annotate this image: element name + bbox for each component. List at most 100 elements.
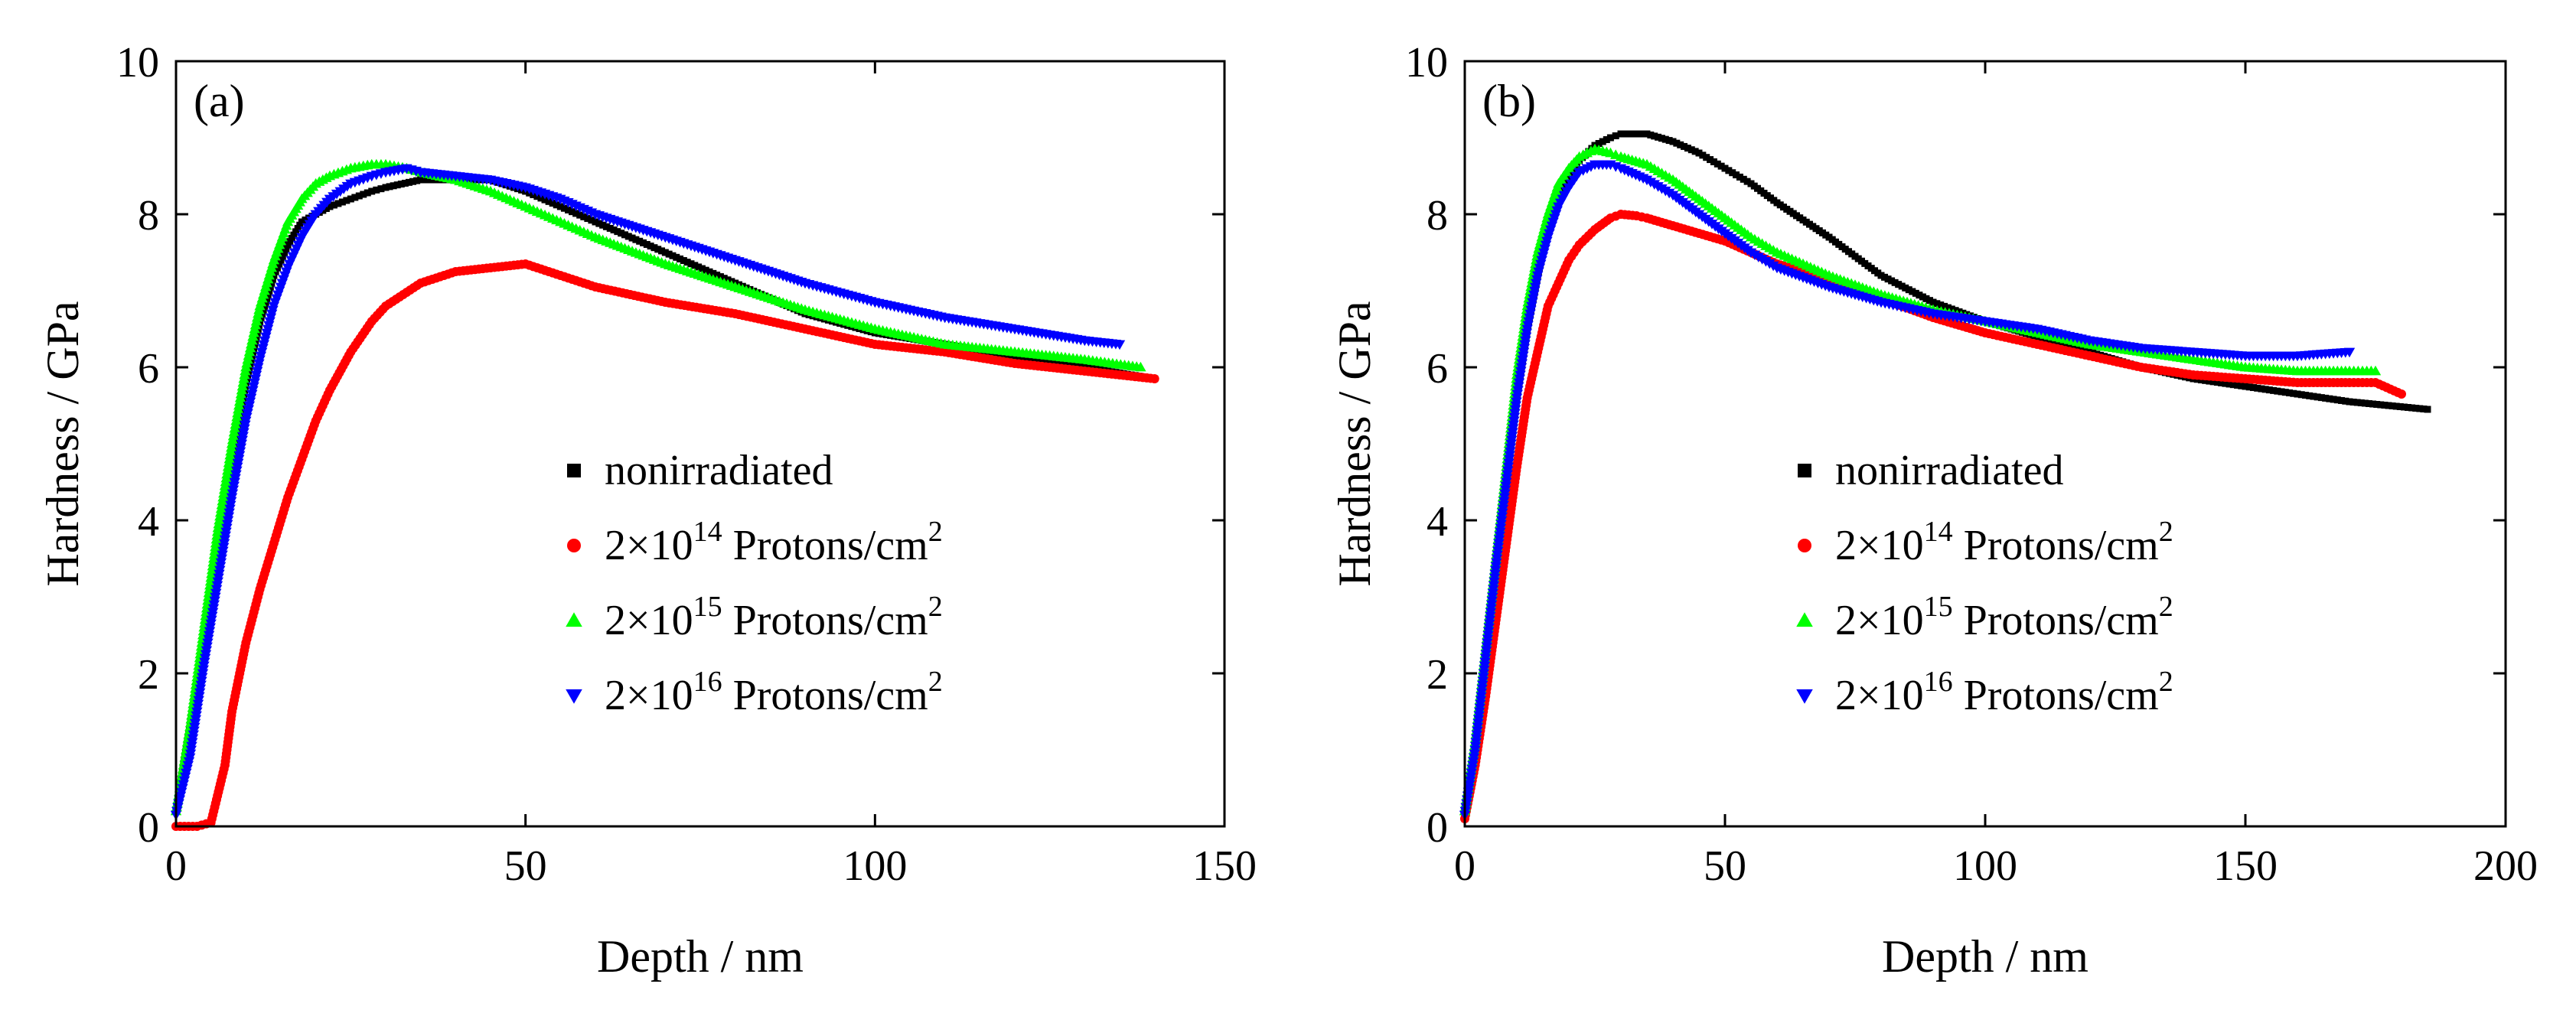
data-point <box>556 203 564 210</box>
x-tick-label: 100 <box>843 842 907 890</box>
data-point-fill <box>322 205 330 212</box>
data-point-fill <box>373 186 380 194</box>
data-point-fill <box>1058 360 1065 367</box>
data-point-fill <box>2326 395 2333 402</box>
data-point-fill <box>206 615 217 626</box>
data-point-fill <box>1714 160 1721 168</box>
data-point-fill <box>1515 370 1526 381</box>
data-point-fill <box>210 592 221 603</box>
data-point-fill <box>2286 389 2294 396</box>
data-point-fill <box>397 181 405 188</box>
data-point-fill <box>2357 399 2365 406</box>
y-tick-label: 4 <box>1427 498 1448 546</box>
data-point-fill <box>214 569 225 580</box>
data-point-fill <box>201 642 213 653</box>
data-point-fill <box>232 462 243 473</box>
data-point-fill <box>2245 383 2253 391</box>
data-point-fill <box>203 634 214 645</box>
data-point <box>2397 389 2406 399</box>
data-point-fill <box>360 191 367 198</box>
data-point-fill <box>208 600 220 611</box>
data-point-fill <box>1881 273 1889 281</box>
data-point-fill <box>1909 288 1916 295</box>
x-tick-label: 50 <box>504 842 547 890</box>
legend-label: 2×1016 Protons/cm2 <box>605 666 943 719</box>
data-point-fill <box>1529 286 1541 297</box>
data-point-fill <box>1916 292 1923 299</box>
data-point-fill <box>1065 361 1073 369</box>
data-point-fill <box>338 198 346 206</box>
data-point-fill <box>1467 761 1479 771</box>
data-point-fill <box>194 688 206 699</box>
data-point-fill <box>281 249 289 256</box>
data-point-fill <box>235 443 247 454</box>
data-point-fill <box>1884 275 1892 283</box>
data-point-fill <box>647 243 654 250</box>
data-point-fill <box>223 508 235 519</box>
y-tick-label: 2 <box>138 651 159 699</box>
data-point-fill <box>2229 381 2237 389</box>
data-point-fill <box>2222 380 2229 387</box>
data-point-fill <box>695 263 703 271</box>
data-point <box>226 493 238 503</box>
data-point-fill <box>1655 133 1662 141</box>
data-point-fill <box>2361 399 2369 407</box>
data-point-fill <box>239 424 250 435</box>
data-point-fill <box>2213 379 2221 386</box>
data-point-fill <box>185 745 197 756</box>
x-tick-label: 0 <box>165 842 187 890</box>
data-point <box>592 218 599 226</box>
data-point-fill <box>1465 772 1477 783</box>
data-point-fill <box>624 233 632 240</box>
data-point-fill <box>628 234 636 242</box>
data-point-fill <box>1703 154 1710 161</box>
legend-label: 2×1016 Protons/cm2 <box>1835 666 2173 719</box>
data-point-fill <box>2377 401 2385 409</box>
panel-b: 0 50 100 150 200 0 2 4 6 8 10 (b) Depth / nm Hardn… <box>1329 39 2538 982</box>
data-point-fill <box>1518 347 1530 358</box>
data-point-fill <box>386 183 393 191</box>
legend-item-p16: 2×1016 Protons/cm2 <box>566 666 943 719</box>
data-point-fill <box>1525 305 1537 316</box>
data-point-fill <box>1519 340 1531 350</box>
data-point-fill <box>1912 289 1919 297</box>
data-point-fill <box>237 432 249 442</box>
data-point-fill <box>541 196 549 204</box>
data-point-fill <box>1466 768 1477 779</box>
legend-marker <box>1796 689 1813 704</box>
data-point-fill <box>2234 381 2242 389</box>
data-point-fill <box>194 684 207 695</box>
data-point-fill <box>560 204 568 212</box>
y-tick-label: 6 <box>1427 345 1448 393</box>
data-point-fill <box>1902 284 1909 292</box>
data-point-fill <box>1026 354 1034 362</box>
x-tick-label: 100 <box>1953 842 2017 890</box>
data-point-fill <box>189 718 201 729</box>
data-point-fill <box>205 619 217 630</box>
data-point-fill <box>2218 379 2225 386</box>
data-point-fill <box>1661 135 1669 143</box>
data-point-fill <box>1468 757 1479 767</box>
y-tick-label: 0 <box>1427 804 1448 852</box>
data-point-fill <box>1736 173 1743 181</box>
data-point-fill <box>236 439 248 450</box>
data-point-fill <box>2330 396 2337 403</box>
data-point-fill <box>222 520 233 530</box>
data-point <box>1135 361 1146 372</box>
data-point-fill <box>194 692 205 702</box>
y-tick-label: 6 <box>138 345 159 393</box>
data-point <box>2343 347 2356 358</box>
data-point-fill <box>537 194 545 202</box>
data-point-fill <box>2342 397 2349 405</box>
data-point-fill <box>1898 282 1906 290</box>
data-point-fill <box>1729 169 1736 177</box>
legend-marker <box>1798 464 1811 477</box>
data-point-fill <box>1522 321 1534 331</box>
data-point-fill <box>2408 404 2416 412</box>
data-point-fill <box>425 176 432 184</box>
data-point-fill <box>1733 171 1740 179</box>
data-point-fill <box>2281 389 2289 396</box>
data-point-fill <box>2322 394 2330 402</box>
data-point-fill <box>1061 360 1069 368</box>
data-point-fill <box>1740 175 1747 183</box>
